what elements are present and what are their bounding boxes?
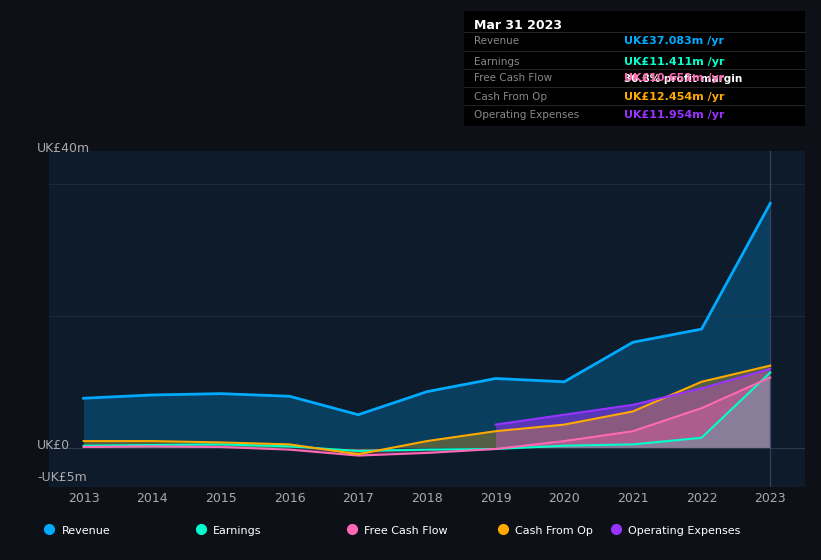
Text: UK£37.083m /yr: UK£37.083m /yr xyxy=(624,36,724,46)
Text: Revenue: Revenue xyxy=(62,526,110,536)
Text: UK£10.651m /yr: UK£10.651m /yr xyxy=(624,73,724,83)
Text: UK£40m: UK£40m xyxy=(37,142,90,155)
Text: Earnings: Earnings xyxy=(213,526,261,536)
Text: 30.8% profit margin: 30.8% profit margin xyxy=(624,74,742,85)
Text: UK£11.411m /yr: UK£11.411m /yr xyxy=(624,57,724,67)
Text: Revenue: Revenue xyxy=(474,36,519,46)
Text: -UK£5m: -UK£5m xyxy=(37,470,87,484)
Text: Operating Expenses: Operating Expenses xyxy=(474,110,580,120)
Text: Operating Expenses: Operating Expenses xyxy=(628,526,741,536)
Text: Cash From Op: Cash From Op xyxy=(474,91,547,101)
Text: Earnings: Earnings xyxy=(474,57,520,67)
Text: UK£12.454m /yr: UK£12.454m /yr xyxy=(624,91,724,101)
Text: UK£0: UK£0 xyxy=(37,438,70,452)
Text: Mar 31 2023: Mar 31 2023 xyxy=(474,19,562,32)
Text: Cash From Op: Cash From Op xyxy=(515,526,593,536)
Text: UK£11.954m /yr: UK£11.954m /yr xyxy=(624,110,724,120)
Text: Free Cash Flow: Free Cash Flow xyxy=(364,526,447,536)
Text: Free Cash Flow: Free Cash Flow xyxy=(474,73,553,83)
